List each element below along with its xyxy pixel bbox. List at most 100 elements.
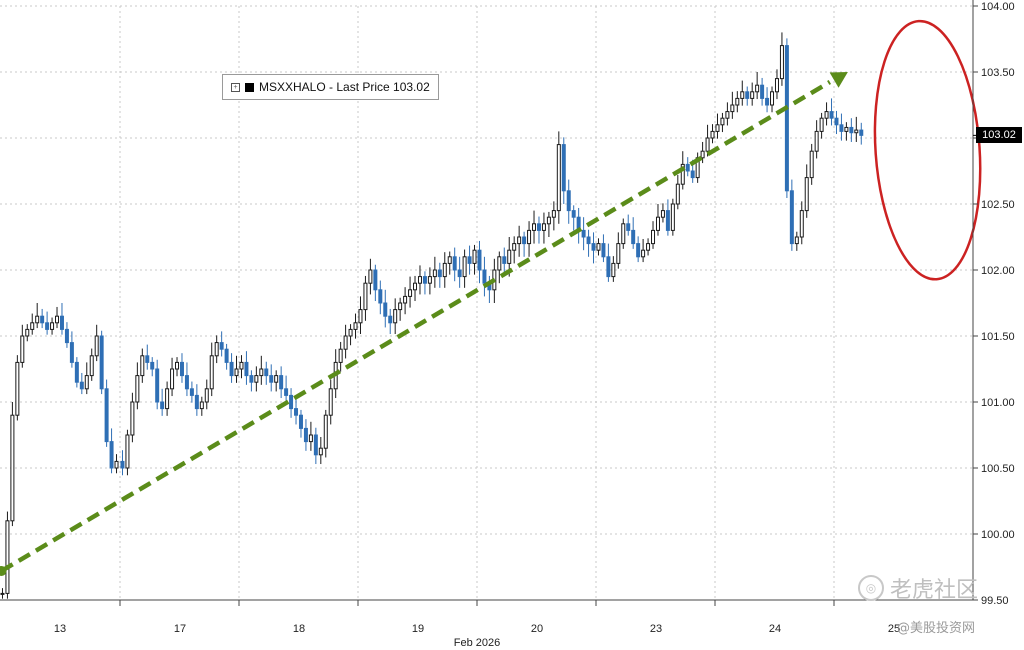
candle-body	[50, 322, 55, 330]
candle-body	[774, 78, 779, 93]
candles	[0, 32, 864, 599]
candle-body	[517, 236, 522, 245]
candle-body	[294, 408, 299, 416]
y-tick-label: 100.50	[981, 463, 1015, 475]
candle-body	[244, 361, 249, 377]
candle-body	[353, 322, 358, 330]
candle-body	[40, 315, 45, 324]
candle-body	[417, 276, 422, 284]
x-tick-label: 13	[54, 623, 66, 635]
candle-body	[427, 276, 432, 284]
candle-body	[626, 223, 631, 231]
candle-body	[79, 381, 84, 390]
tiger-logo-icon: ◎	[858, 575, 884, 601]
candle-body	[705, 137, 710, 152]
candle-body	[710, 130, 715, 139]
candle-body	[20, 335, 25, 363]
candle-body	[343, 335, 348, 350]
candle-body	[388, 315, 393, 324]
candle-body	[854, 129, 859, 134]
candle-body	[829, 111, 834, 119]
candle-body	[109, 441, 114, 469]
candle-body	[393, 309, 398, 324]
candle-body	[175, 361, 180, 370]
series-swatch	[245, 82, 254, 92]
candle-body	[264, 368, 269, 377]
candle-body	[284, 388, 289, 396]
candle-body	[229, 361, 234, 377]
watermark-sub: @美股投资网	[897, 621, 976, 636]
expand-icon[interactable]: +	[231, 82, 240, 92]
candle-body	[755, 84, 760, 93]
x-tick-label: 25	[888, 623, 900, 635]
candle-body	[794, 236, 799, 245]
candle-body	[432, 269, 437, 278]
candle-body	[308, 434, 313, 443]
candle-body	[541, 223, 546, 231]
candle-body	[348, 328, 353, 337]
candle-body	[378, 289, 383, 304]
candle-body	[616, 243, 621, 264]
candle-body	[581, 229, 586, 238]
candle-body	[259, 368, 264, 377]
candle-body	[130, 401, 135, 436]
candle-body	[839, 124, 844, 132]
candle-body	[274, 375, 279, 383]
candle-body	[298, 414, 303, 429]
y-tick-label: 103.50	[981, 67, 1015, 79]
y-tick-label: 100.00	[981, 529, 1015, 541]
candle-body	[675, 183, 680, 205]
candle-body	[442, 262, 447, 278]
candle-body	[606, 256, 611, 278]
candle-body	[527, 229, 532, 245]
candle-body	[328, 388, 333, 416]
candle-body	[413, 282, 418, 291]
candle-body	[670, 203, 675, 231]
candle-body	[770, 91, 775, 106]
candle-body	[512, 243, 517, 251]
y-tick-label: 99.50	[981, 595, 1009, 607]
candle-body	[497, 256, 502, 271]
candle-body	[720, 117, 725, 126]
legend-label: MSXXHALO - Last Price 103.02	[259, 80, 430, 94]
candle-body	[383, 302, 388, 317]
candle-body	[819, 117, 824, 132]
candle-body	[779, 45, 784, 80]
candle-body	[591, 243, 596, 251]
candle-body	[214, 342, 219, 357]
x-tick-label: 17	[174, 623, 186, 635]
candle-body	[135, 375, 140, 403]
candle-body	[120, 460, 125, 469]
candle-body	[502, 256, 507, 264]
watermark-brand: ◎ 老虎社区	[858, 572, 978, 604]
candle-body	[824, 111, 829, 119]
highlight-ellipse	[873, 19, 982, 281]
candle-body	[641, 249, 646, 258]
candle-body	[507, 249, 512, 264]
trend-arrow-line	[0, 80, 832, 573]
candle-body	[358, 309, 363, 324]
candle-body	[834, 117, 839, 126]
candle-body	[482, 269, 487, 284]
candle-body	[398, 302, 403, 311]
candle-body	[437, 269, 442, 278]
candle-body	[725, 111, 730, 119]
candle-body	[99, 335, 104, 390]
candle-body	[323, 414, 328, 449]
candle-body	[199, 401, 204, 410]
candle-body	[408, 289, 413, 297]
x-tick-label: 20	[531, 623, 543, 635]
candle-body	[209, 355, 214, 390]
candle-body	[363, 282, 368, 311]
candle-body	[452, 256, 457, 271]
candle-body	[114, 460, 119, 469]
candle-body	[179, 361, 184, 377]
candle-body	[700, 150, 705, 159]
candle-body	[189, 388, 194, 396]
candle-body	[447, 256, 452, 264]
candle-body	[536, 223, 541, 231]
candle-body	[234, 368, 239, 377]
candle-body	[566, 190, 571, 212]
legend[interactable]: + MSXXHALO - Last Price 103.02	[222, 74, 439, 100]
